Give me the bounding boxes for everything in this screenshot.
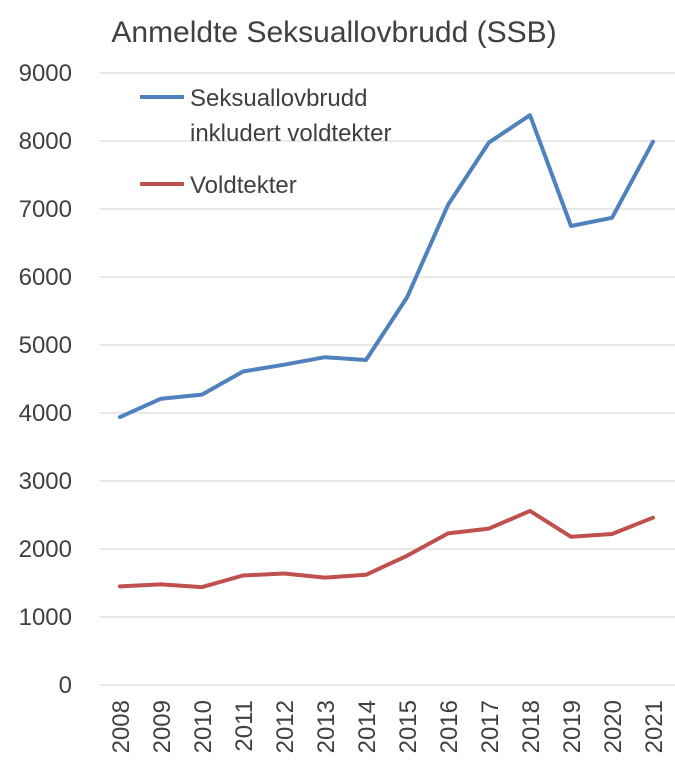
y-tick-label: 0	[59, 672, 72, 699]
x-tick-label: 2020	[600, 700, 627, 753]
legend-label: Seksuallovbrudd	[190, 85, 367, 112]
x-tick-label: 2021	[641, 700, 668, 753]
x-tick-label: 2017	[477, 700, 504, 753]
chart-title: Anmeldte Seksuallovbrudd (SSB)	[111, 16, 556, 49]
y-tick-label: 9000	[19, 60, 72, 87]
series-line-1	[118, 113, 655, 420]
x-tick-label: 2009	[149, 700, 176, 753]
legend-label: inkludert voldtekter	[190, 120, 391, 147]
x-tick-label: 2018	[518, 700, 545, 753]
x-axis: 2008 2009 2010 2011 2012 2013 2014 2015 2016 2017…	[108, 700, 668, 753]
y-tick-label: 7000	[19, 196, 72, 223]
y-tick-label: 3000	[19, 468, 72, 495]
legend: Seksuallovbrudd inkludert voldtekter Voldt…	[140, 85, 391, 199]
y-tick-label: 4000	[19, 400, 72, 427]
x-tick-label: 2010	[190, 700, 217, 753]
series-lines	[118, 113, 655, 590]
x-tick-label: 2016	[436, 700, 463, 753]
x-tick-label: 2012	[272, 700, 299, 753]
x-tick-label: 2011	[231, 700, 258, 752]
legend-item-2: Voldtekter	[140, 172, 297, 199]
y-tick-label: 1000	[19, 604, 72, 631]
y-tick-label: 2000	[19, 536, 72, 563]
x-tick-label: 2019	[559, 700, 586, 753]
series-line-2	[118, 508, 655, 590]
x-tick-label: 2014	[354, 700, 381, 753]
x-tick-label: 2013	[313, 700, 340, 753]
y-tick-label: 8000	[19, 128, 72, 155]
x-tick-label: 2015	[395, 700, 422, 753]
y-tick-label: 6000	[19, 264, 72, 291]
x-tick-label: 2008	[108, 700, 135, 753]
y-axis: 0 1000 2000 3000 4000 5000 6000 7000 8000 9000	[19, 60, 72, 699]
legend-label: Voldtekter	[190, 172, 297, 199]
y-tick-label: 5000	[19, 332, 72, 359]
gridlines	[100, 72, 675, 686]
legend-item-1: Seksuallovbrudd inkludert voldtekter	[140, 85, 391, 147]
